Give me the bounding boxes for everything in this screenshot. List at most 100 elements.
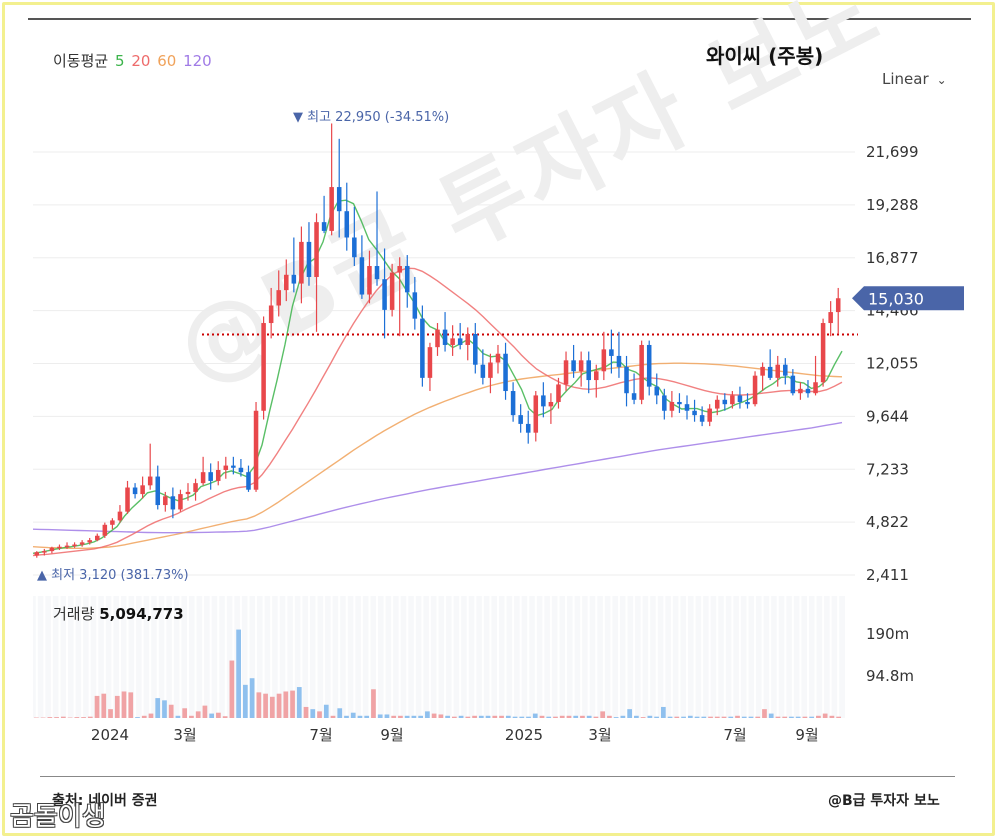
candle-body [223,465,229,470]
volume-bar [674,716,680,718]
candle-body [541,395,546,407]
candle-body [609,349,614,356]
price-tick-label: 9,644 [866,407,909,425]
candle-body [760,366,765,376]
volume-bar [189,715,194,718]
candle-body [669,401,675,411]
candle-body [465,334,471,345]
candle-body [49,547,55,552]
volume-bar [728,716,734,718]
volume-bar [809,716,815,718]
candle-body [473,334,478,365]
price-tick-label: 16,877 [866,249,919,267]
credit-text: @B급 투자자 보노 [828,793,940,809]
volume-value: 5,094,773 [99,605,184,623]
candle-body [299,241,304,284]
high-annotation: ▼ 최고 22,950 (-34.51%) [293,110,449,125]
candle-body [208,472,213,481]
volume-bar [566,715,572,718]
candle-body [261,323,266,411]
moving-average-legend: 이동평균 5 20 60 120 [53,50,214,71]
candle-body [457,338,463,345]
candle-body [79,542,85,545]
candle-body [798,388,803,394]
candle-body [616,355,622,367]
volume-bar [782,716,788,718]
candle-body [57,546,62,549]
candle-body [624,366,629,394]
ma-legend-60: 60 [157,52,177,70]
candle-body [215,469,221,481]
volume-bar [505,715,511,718]
volume-tick-label: 190m [866,625,909,643]
x-axis-label: 2024 [91,726,129,744]
volume-bar [162,700,167,718]
stamp-text: 곰돌이생 [10,802,106,832]
price-tick-label: 19,288 [866,196,919,214]
volume-bar [337,708,343,718]
candle-body [533,395,539,433]
candle-body [329,187,334,231]
candle-body [321,222,327,231]
volume-bar [101,693,107,718]
candle-body [246,472,251,490]
volume-bar [647,715,653,718]
scale-selector[interactable]: Linear ⌄ [882,70,947,88]
candle-body [699,415,705,422]
candle-body [110,520,115,525]
candle-body [140,485,145,495]
volume-bar [269,696,275,718]
volume-bar [694,716,700,718]
volume-bar [135,717,140,718]
volume-bar [121,691,127,718]
volume-bar [553,716,558,718]
volume-bar [141,715,147,718]
candle-body [639,344,644,400]
volume-bar [108,709,113,718]
ma-legend-label: 이동평균 [53,52,109,70]
volume-bar [600,711,606,718]
volume-bar [762,709,767,718]
candle-body [125,487,130,512]
candle-body [367,266,372,295]
candle-body [480,364,486,378]
candle-body [646,344,652,387]
candle-body [450,338,455,345]
candle-body [253,410,259,490]
volume-bar [701,716,707,718]
bottom-divider [40,776,955,777]
candle-body [548,401,554,407]
volume-bar [391,715,397,718]
volume-bar [276,693,282,718]
candle-body [722,399,728,405]
candle-body [737,395,743,402]
candle-body [117,511,123,521]
volume-bar [741,716,747,718]
ma-legend-20: 20 [131,52,151,70]
candle-body [556,384,561,402]
chart-title: 와이씨 (주봉) [706,44,824,68]
x-axis-label: 2025 [505,726,543,744]
volume-bar [195,711,201,718]
volume-bar [323,704,329,718]
candle-body [102,524,108,536]
candle-body [714,399,720,409]
volume-bar [472,715,477,718]
volume-bar [357,715,363,718]
ma-legend-5: 5 [114,52,125,70]
volume-bar [768,713,774,718]
volume-bar [613,717,619,718]
volume-bar [175,715,181,718]
volume-bar [81,717,86,718]
candle-body [94,535,100,541]
candle-body [578,360,584,372]
volume-bar [714,716,720,718]
candle-body [828,312,833,324]
candle-body [684,404,690,411]
candle-body [238,467,244,473]
volume-bar [411,715,417,718]
volume-bar [209,713,215,718]
volume-label-text: 거래량 [53,605,95,623]
volume-bar [384,714,390,718]
